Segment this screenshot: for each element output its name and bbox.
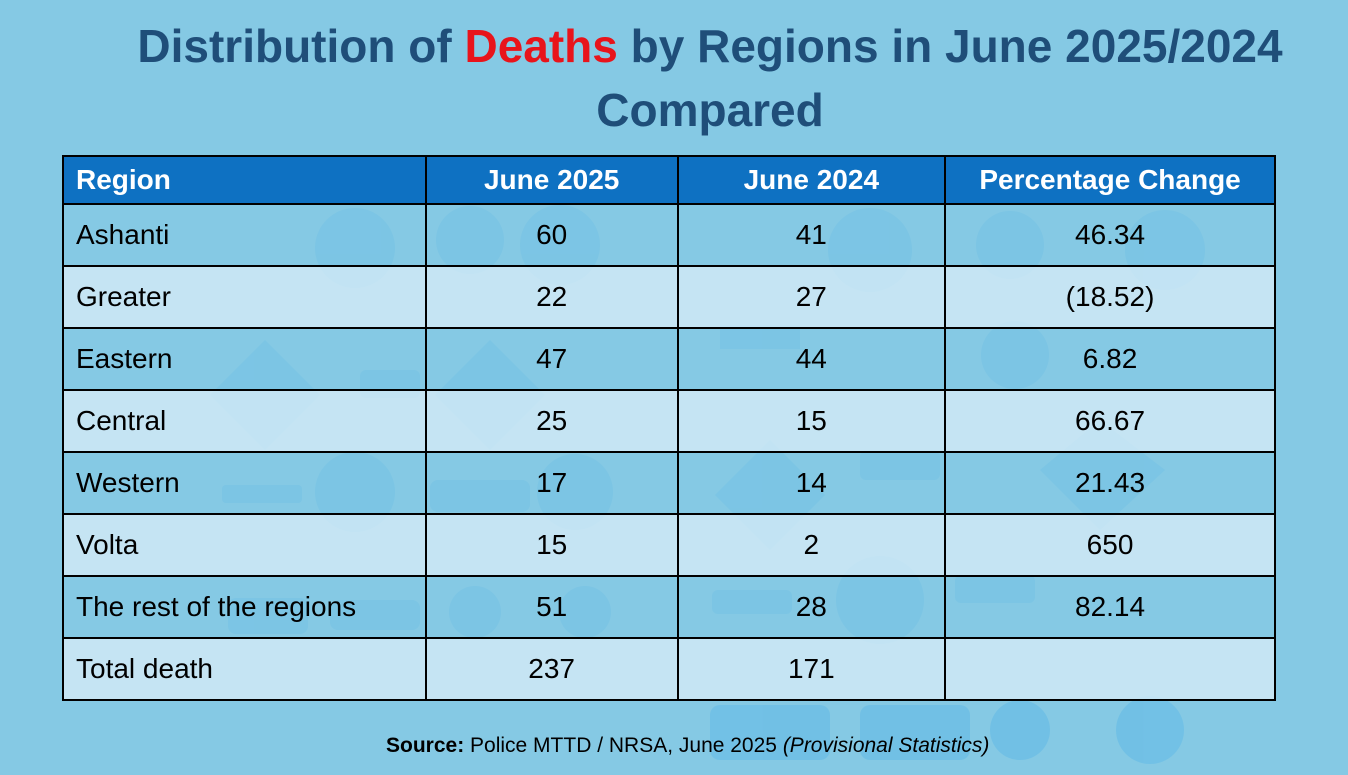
region-cell: Central	[62, 389, 427, 453]
percentage-change-cell	[944, 637, 1276, 701]
title-line-2: Compared	[596, 84, 824, 136]
title-highlight: Deaths	[464, 20, 618, 72]
june-2024-cell: 171	[676, 637, 947, 701]
source-note: Source: Police MTTD / NRSA, June 2025 (P…	[386, 734, 989, 758]
table-total-row: Total death 237 171	[62, 637, 1276, 701]
june-2024-cell: 2	[676, 513, 947, 577]
region-cell: Ashanti	[62, 203, 427, 267]
table-row: Eastern 47 44 6.82	[62, 327, 1276, 391]
region-cell: Western	[62, 451, 427, 515]
percentage-change-cell: 46.34	[944, 203, 1276, 267]
header-region: Region	[62, 155, 427, 205]
percentage-change-cell: 66.67	[944, 389, 1276, 453]
title-line-1: Distribution of Deaths by Regions in Jun…	[60, 14, 1348, 78]
title-prefix: Distribution of	[137, 20, 465, 72]
percentage-change-cell: 650	[944, 513, 1276, 577]
table-row: The rest of the regions 51 28 82.14	[62, 575, 1276, 639]
source-text: Police MTTD / NRSA, June 2025	[464, 734, 783, 757]
june-2025-cell: 25	[424, 389, 679, 453]
source-label: Source:	[386, 734, 465, 757]
june-2025-cell: 60	[424, 203, 679, 267]
june-2024-cell: 44	[676, 327, 947, 391]
region-cell: Volta	[62, 513, 427, 577]
percentage-change-cell: (18.52)	[944, 265, 1276, 329]
june-2024-cell: 41	[676, 203, 947, 267]
region-cell: Total death	[62, 637, 427, 701]
june-2024-cell: 15	[676, 389, 947, 453]
source-provisional-note: (Provisional Statistics)	[782, 734, 990, 757]
june-2024-cell: 28	[676, 575, 947, 639]
table-row: Western 17 14 21.43	[62, 451, 1276, 515]
header-percentage-change: Percentage Change	[944, 155, 1276, 205]
title-suffix: by Regions in June 2025/2024	[617, 20, 1283, 72]
june-2025-cell: 237	[424, 637, 679, 701]
table-header-row: Region June 2025 June 2024 Percentage Ch…	[62, 155, 1276, 205]
region-cell: Greater	[62, 265, 427, 329]
june-2024-cell: 14	[676, 451, 947, 515]
motorcycle-icon	[1116, 696, 1184, 764]
percentage-change-cell: 6.82	[944, 327, 1276, 391]
table-row: Central 25 15 66.67	[62, 389, 1276, 453]
deaths-by-region-table: Region June 2025 June 2024 Percentage Ch…	[62, 155, 1276, 701]
june-2025-cell: 22	[424, 265, 679, 329]
header-june-2025: June 2025	[424, 155, 679, 205]
table-row: Volta 15 2 650	[62, 513, 1276, 577]
percentage-change-cell: 21.43	[944, 451, 1276, 515]
june-2025-cell: 47	[424, 327, 679, 391]
june-2025-cell: 15	[424, 513, 679, 577]
june-2025-cell: 51	[424, 575, 679, 639]
region-cell: Eastern	[62, 327, 427, 391]
region-cell: The rest of the regions	[62, 575, 427, 639]
page-title: Distribution of Deaths by Regions in Jun…	[60, 14, 1348, 142]
june-2024-cell: 27	[676, 265, 947, 329]
header-june-2024: June 2024	[676, 155, 947, 205]
june-2025-cell: 17	[424, 451, 679, 515]
percentage-change-cell: 82.14	[944, 575, 1276, 639]
wheelchair-icon	[990, 700, 1050, 760]
table-row: Ashanti 60 41 46.34	[62, 203, 1276, 267]
table-row: Greater 22 27 (18.52)	[62, 265, 1276, 329]
